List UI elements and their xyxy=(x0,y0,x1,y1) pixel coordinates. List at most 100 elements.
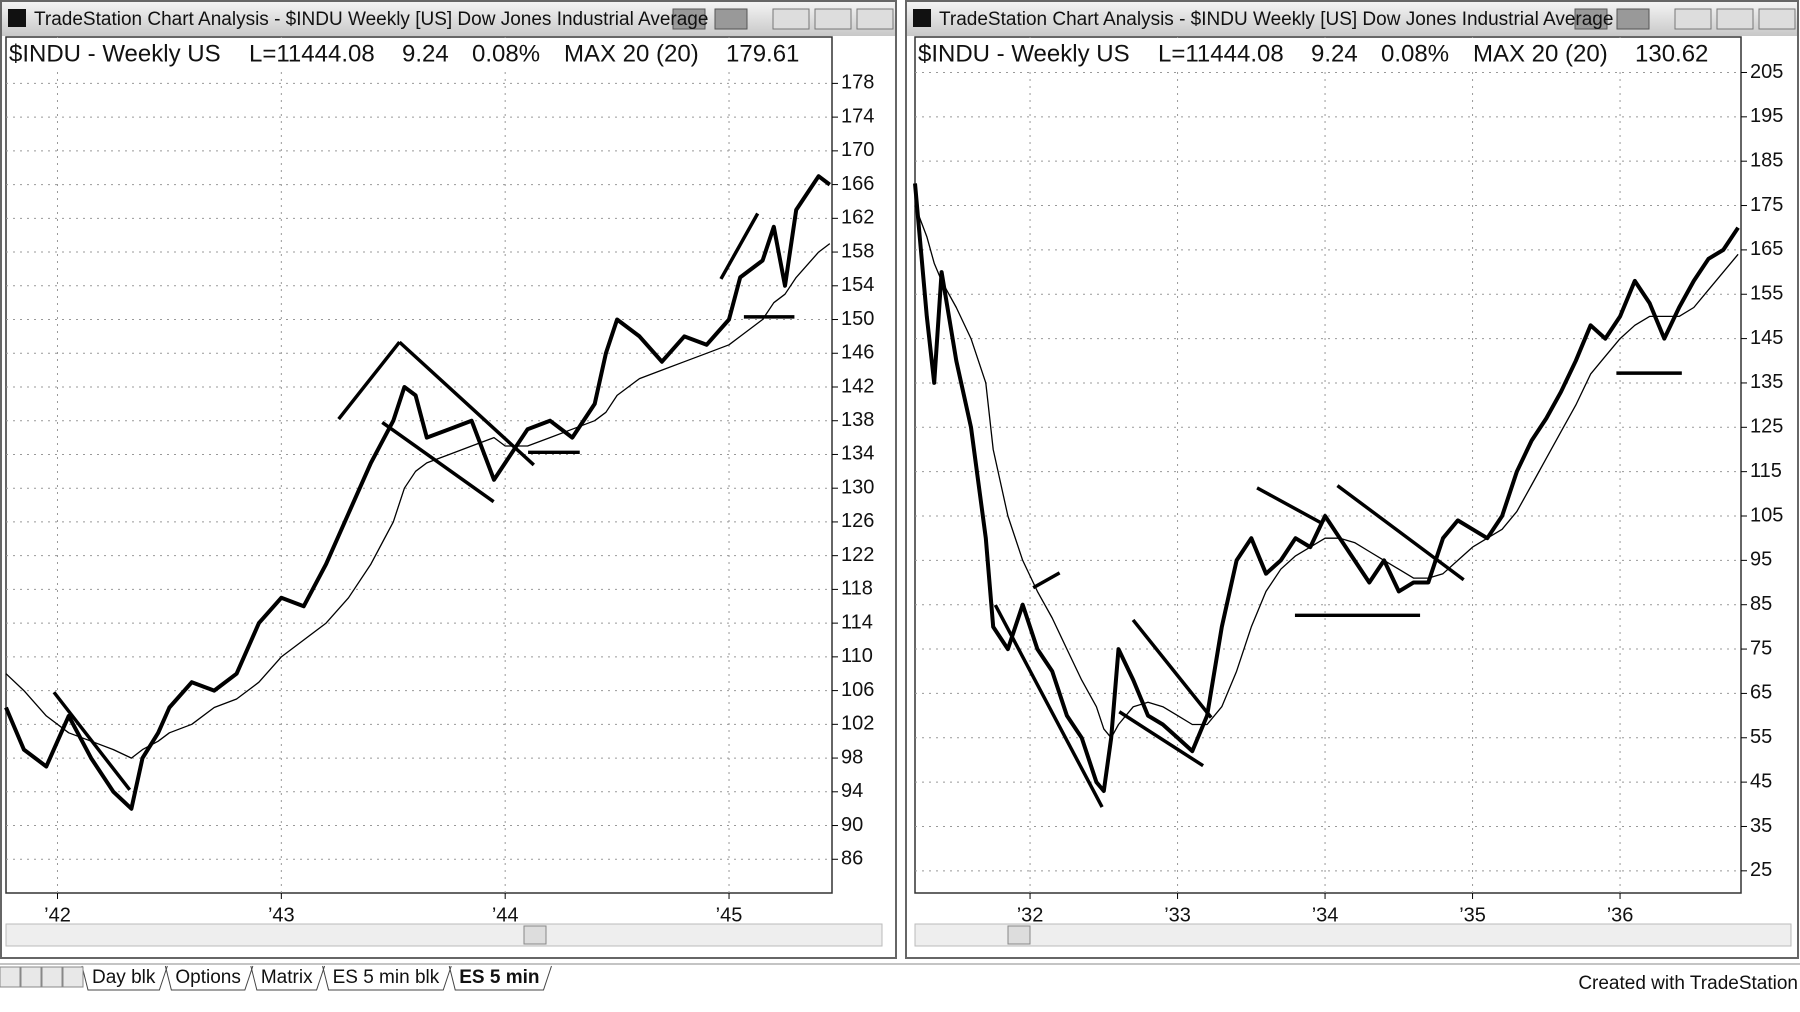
header-text: L=11444.08 xyxy=(249,40,375,67)
y-tick-label: 134 xyxy=(841,443,874,465)
x-tick-label: ’36 xyxy=(1607,904,1634,926)
scroll-thumb[interactable] xyxy=(523,925,547,945)
y-tick-label: 135 xyxy=(1750,371,1783,393)
tab[interactable]: ES 5 min blk xyxy=(333,967,440,988)
y-tick-label: 94 xyxy=(841,780,863,802)
plot-area xyxy=(914,36,1742,894)
y-tick-label: 75 xyxy=(1750,637,1772,659)
y-tick-label: 118 xyxy=(841,578,873,600)
y-tick-label: 205 xyxy=(1750,61,1783,83)
header-text: 9.24 xyxy=(402,40,449,67)
y-tick-label: 146 xyxy=(841,342,874,364)
y-tick-label: 90 xyxy=(841,814,863,836)
y-tick-label: 65 xyxy=(1750,682,1772,704)
toolbar-button[interactable] xyxy=(1574,8,1608,30)
header-text: 9.24 xyxy=(1311,40,1358,67)
y-tick-label: 125 xyxy=(1750,416,1783,438)
price-line xyxy=(913,183,1740,793)
header-text: L=11444.08 xyxy=(1158,40,1284,67)
tab-nav-button[interactable] xyxy=(0,966,21,988)
header-text: 130.62 xyxy=(1635,40,1708,67)
tab-nav-button[interactable] xyxy=(20,966,42,988)
header-text: MAX 20 (20) xyxy=(564,40,699,67)
tab-nav-button[interactable] xyxy=(41,966,63,988)
footer: Created with TradeStation xyxy=(1578,973,1798,994)
y-tick-label: 85 xyxy=(1750,593,1772,615)
tab-shape[interactable] xyxy=(322,965,452,991)
y-tick-label: 55 xyxy=(1750,726,1772,748)
y-tick-label: 115 xyxy=(1750,460,1782,482)
window-title: TradeStation Chart Analysis - $INDU Week… xyxy=(34,9,708,30)
y-tick-label: 158 xyxy=(841,240,874,262)
y-tick-label: 114 xyxy=(841,611,873,633)
y-tick-label: 150 xyxy=(841,308,874,330)
header-bg xyxy=(916,38,1740,72)
y-tick-label: 170 xyxy=(841,139,874,161)
header-text: 0.08% xyxy=(472,40,540,67)
y-tick-label: 86 xyxy=(841,848,863,870)
window-frame xyxy=(905,0,1799,959)
x-tick-label: ’44 xyxy=(492,904,519,926)
y-tick-label: 126 xyxy=(841,510,874,532)
y-tick-label: 138 xyxy=(841,409,874,431)
window-icon xyxy=(913,9,931,27)
tab-shape[interactable] xyxy=(164,965,254,991)
scroll-thumb[interactable] xyxy=(1007,925,1031,945)
y-tick-label: 175 xyxy=(1750,194,1783,216)
window-button[interactable] xyxy=(1716,8,1754,30)
y-tick-label: 195 xyxy=(1750,105,1783,127)
y-tick-label: 35 xyxy=(1750,815,1772,837)
y-tick-label: 130 xyxy=(841,476,874,498)
window-button[interactable] xyxy=(1758,8,1796,30)
toolbar-button[interactable] xyxy=(672,8,706,30)
y-tick-label: 162 xyxy=(841,207,874,229)
tab[interactable]: ES 5 min xyxy=(459,967,539,988)
window-button[interactable] xyxy=(856,8,894,30)
tab[interactable]: Day blk xyxy=(92,967,156,988)
tab-nav-button[interactable] xyxy=(62,966,84,988)
x-tick-label: ’32 xyxy=(1017,904,1044,926)
x-tick-label: ’34 xyxy=(1312,904,1339,926)
x-tick-label: ’42 xyxy=(44,904,71,926)
window-title: TradeStation Chart Analysis - $INDU Week… xyxy=(939,9,1613,30)
toolbar-button[interactable] xyxy=(1616,8,1650,30)
window-frame xyxy=(0,0,897,959)
y-tick-label: 110 xyxy=(841,645,873,667)
tab[interactable]: Matrix xyxy=(261,967,313,988)
y-tick-label: 122 xyxy=(841,544,874,566)
window-button[interactable] xyxy=(772,8,810,30)
y-tick-label: 178 xyxy=(841,72,874,94)
y-tick-label: 106 xyxy=(841,679,874,701)
window-button[interactable] xyxy=(1674,8,1712,30)
header-text: $INDU - Weekly US xyxy=(9,40,221,67)
trendlines xyxy=(52,212,1682,808)
plot-area xyxy=(5,36,833,894)
moving-average-line xyxy=(5,243,831,759)
header-text: 179.61 xyxy=(726,40,799,67)
x-tick-label: ’35 xyxy=(1459,904,1486,926)
y-tick-label: 105 xyxy=(1750,504,1783,526)
tab[interactable]: Options xyxy=(175,967,240,988)
y-tick-label: 145 xyxy=(1750,327,1783,349)
tab-shape[interactable] xyxy=(250,965,326,991)
y-tick-label: 154 xyxy=(841,274,874,296)
header-text: 0.08% xyxy=(1381,40,1449,67)
y-tick-label: 45 xyxy=(1750,770,1772,792)
scrollbar[interactable] xyxy=(5,923,883,947)
y-tick-label: 98 xyxy=(841,746,863,768)
tab-shape[interactable] xyxy=(448,965,552,991)
window-icon xyxy=(8,9,26,27)
y-tick-label: 185 xyxy=(1750,149,1783,171)
header-text: $INDU - Weekly US xyxy=(918,40,1130,67)
x-tick-label: ’45 xyxy=(716,904,743,926)
tab-shape[interactable] xyxy=(81,965,168,991)
toolbar-button[interactable] xyxy=(714,8,748,30)
scrollbar[interactable] xyxy=(914,923,1792,947)
x-tick-label: ’33 xyxy=(1164,904,1191,926)
header-text: MAX 20 (20) xyxy=(1473,40,1608,67)
status-bar xyxy=(0,962,1800,1007)
y-tick-label: 166 xyxy=(841,173,874,195)
y-tick-label: 102 xyxy=(841,713,874,735)
window-button[interactable] xyxy=(814,8,852,30)
